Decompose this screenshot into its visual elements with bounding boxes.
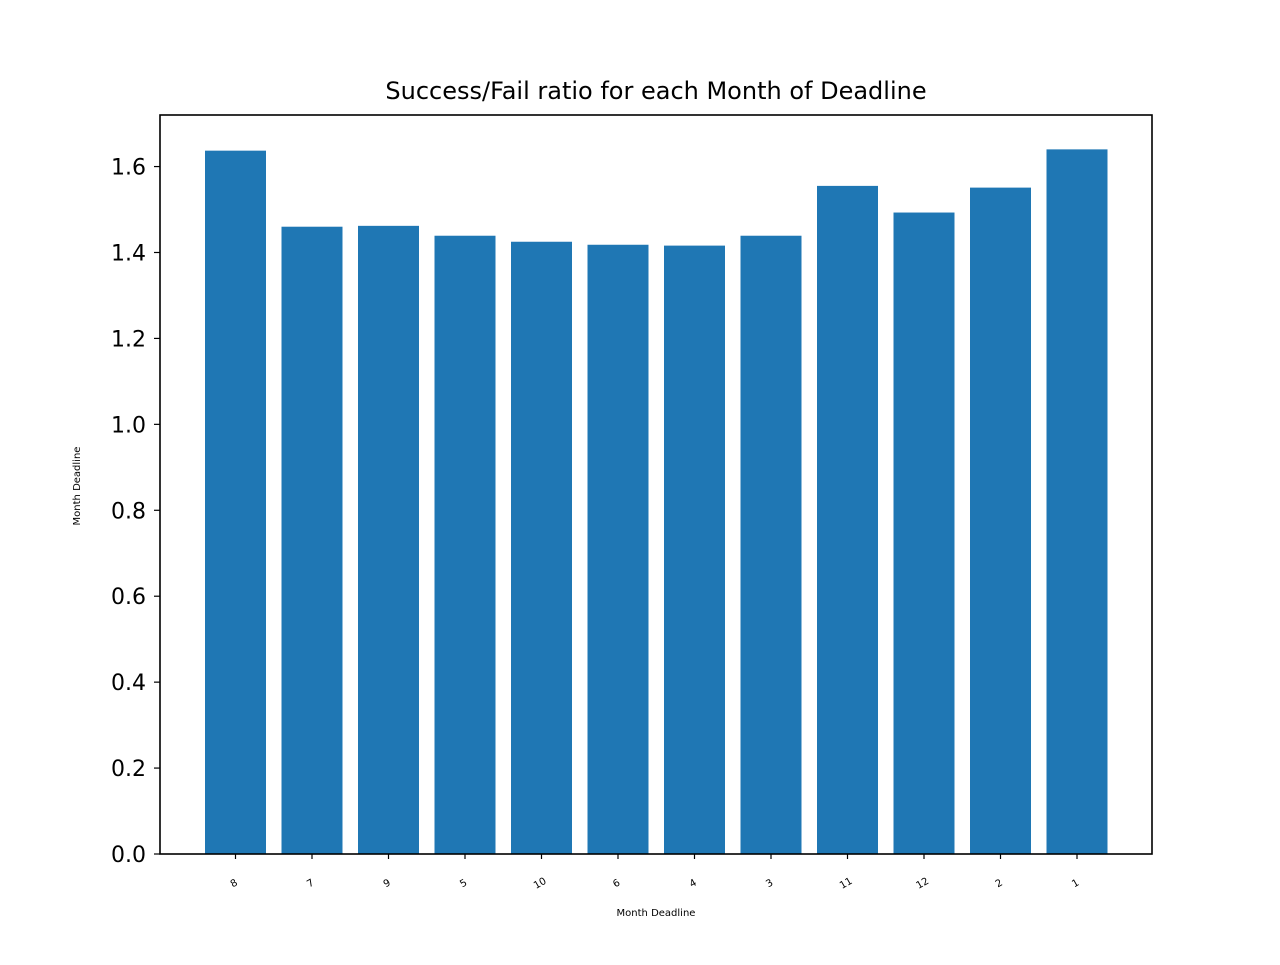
bar-5: [434, 235, 496, 854]
bar-8: [205, 150, 266, 855]
y-tick-label: 0.0: [111, 843, 146, 868]
bar-6: [587, 244, 649, 855]
x-tick-label: 3: [764, 877, 775, 890]
bar-1: [1046, 149, 1108, 855]
x-tick-label: 7: [305, 877, 316, 890]
x-axis-label: Month Deadline: [617, 908, 696, 919]
y-tick-label: 1.2: [111, 327, 146, 352]
x-tick-label: 6: [611, 877, 622, 890]
bar-11: [817, 185, 878, 854]
x-tick-label: 2: [994, 877, 1005, 890]
bars-group: [205, 149, 1108, 855]
bar-12: [893, 212, 955, 854]
x-tick-label: 9: [382, 877, 393, 890]
x-tick-label: 8: [229, 877, 240, 890]
bar-4: [664, 245, 725, 854]
y-tick-label: 1.4: [111, 241, 146, 266]
bar-9: [358, 225, 419, 855]
y-axis: 0.0 0.2 0.4 0.6 0.8 1.0 1.2 1.4 1.6: [111, 156, 160, 868]
bar-10: [511, 241, 572, 855]
y-axis-label: Month Deadline: [72, 447, 83, 526]
y-tick-label: 0.6: [111, 585, 146, 610]
x-tick-label: 5: [458, 877, 469, 890]
bar-2: [970, 187, 1031, 854]
x-tick-label: 4: [688, 877, 699, 890]
y-tick-label: 0.4: [111, 671, 146, 696]
plot-frame: [159, 114, 1153, 855]
bar-3: [740, 235, 802, 854]
y-tick-label: 0.2: [111, 757, 146, 782]
y-tick-label: 0.8: [111, 499, 146, 524]
y-tick-label: 1.0: [111, 413, 146, 438]
y-tick-label: 1.6: [111, 156, 146, 181]
x-tick-label: 1: [1070, 877, 1081, 890]
bar-7: [281, 226, 343, 855]
chart-title: Success/Fail ratio for each Month of Dea…: [385, 77, 926, 105]
